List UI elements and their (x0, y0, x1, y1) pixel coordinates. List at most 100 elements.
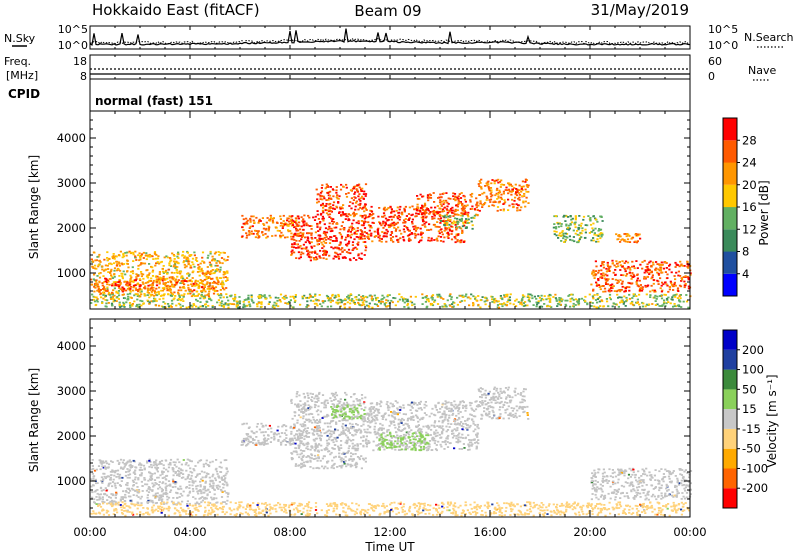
echo-cell-power-0 (115, 290, 118, 293)
echo-cell-power-12 (659, 266, 662, 269)
echo-cell-power-0 (121, 263, 124, 266)
echo-cell-power-0 (111, 291, 114, 294)
echo-cell-power-13 (148, 302, 151, 305)
echo-cell-velocity-0 (160, 495, 164, 498)
echo-cell-power-0 (175, 283, 178, 286)
echo-cell-power-0 (129, 285, 133, 288)
echo-cell-power-7 (449, 207, 453, 210)
echo-cell-power-13 (474, 296, 477, 299)
echo-cell-power-13 (381, 294, 384, 297)
echo-cell-power-5 (328, 194, 332, 197)
echo-cell-velocity-0 (173, 464, 176, 466)
echo-cell-power-0 (212, 292, 216, 295)
echo-cell-power-13 (567, 295, 570, 297)
echo-cell-power-0 (171, 252, 174, 255)
echo-cell-power-4 (316, 222, 319, 225)
echo-cell-velocity-0 (130, 499, 133, 502)
echo-cell-power-13 (364, 295, 367, 298)
echo-cell-power-13 (331, 293, 334, 296)
echo-cell-power-0 (209, 273, 212, 276)
echo-cell-power-12 (602, 290, 605, 293)
echo-cell-power-4 (355, 233, 358, 235)
echo-cell-power-3 (249, 217, 252, 220)
echo-cell-power-5 (341, 213, 344, 216)
echo-cell-power-1 (97, 288, 100, 291)
echo-cell-power-0 (129, 279, 132, 282)
echo-cell-velocity-0 (108, 463, 111, 466)
echo-cell-power-0 (193, 284, 196, 287)
echo-cell-power-4 (308, 225, 311, 227)
echo-cell-power-5 (363, 214, 366, 217)
echo-cell-power-0 (132, 289, 135, 292)
echo-cell-velocity-1 (293, 434, 296, 437)
echo-cell-power-6 (455, 233, 458, 236)
echo-cell-velocity-0 (143, 468, 146, 471)
echo-cell-power-13 (360, 299, 363, 302)
echo-cell-velocity-0 (176, 474, 179, 477)
echo-cell-power-7 (426, 195, 429, 198)
echo-cell-power-13 (315, 299, 318, 302)
echo-cell-power-13 (421, 303, 424, 305)
echo-cell-power-12 (593, 277, 596, 279)
echo-cell-power-9 (452, 220, 456, 223)
echo-cell-power-6 (461, 232, 464, 234)
echo-cell-power-10 (592, 239, 595, 242)
echo-cell-power-0 (179, 282, 182, 284)
echo-cell-power-12 (676, 287, 680, 290)
echo-cell-power-13 (636, 298, 639, 301)
echo-cell-velocity-0 (181, 500, 184, 503)
echo-cell-power-13 (158, 298, 161, 301)
echo-cell-power-8 (523, 193, 526, 195)
echo-cell-power-13 (521, 298, 524, 300)
echo-cell-power-9 (473, 217, 476, 219)
echo-cell-power-13 (269, 296, 272, 299)
echo-cell-power-13 (237, 306, 240, 309)
echo-cell-power-13 (247, 301, 250, 303)
echo-cell-power-13 (488, 305, 491, 308)
echo-cell-power-4 (346, 235, 350, 238)
echo-cell-power-12 (600, 269, 603, 272)
echo-cell-power-8 (525, 196, 528, 199)
echo-cell-power-0 (215, 277, 219, 280)
echo-cell-power-13 (472, 302, 475, 304)
echo-cell-power-4 (319, 221, 322, 223)
echo-cell-power-12 (605, 278, 608, 281)
echo-cell-power-13 (257, 295, 260, 298)
echo-cell-power-8 (481, 192, 484, 195)
echo-cell-power-2 (190, 283, 193, 286)
echo-cell-power-13 (509, 293, 512, 296)
echo-cell-power-12 (668, 286, 672, 288)
echo-cell-power-0 (205, 271, 208, 274)
echo-cell-power-3 (264, 233, 267, 235)
echo-cell-power-7 (428, 193, 431, 196)
echo-cell-power-13 (229, 302, 232, 305)
echo-cell-power-3 (266, 235, 269, 238)
echo-cell-power-0 (218, 270, 221, 273)
echo-cell-power-3 (288, 215, 291, 218)
echo-cell-power-13 (520, 299, 523, 302)
echo-cell-power-12 (674, 266, 677, 268)
echo-cell-power-13 (472, 303, 475, 306)
echo-cell-power-8 (480, 186, 483, 188)
echo-cell-power-6 (463, 224, 466, 227)
echo-cell-power-4 (306, 224, 309, 227)
echo-cell-power-0 (95, 267, 98, 270)
echo-cell-power-8 (507, 188, 511, 191)
echo-cell-power-0 (173, 291, 176, 294)
echo-cell-power-4 (331, 230, 334, 232)
echo-cell-power-0 (204, 284, 207, 286)
echo-cell-power-3 (280, 222, 283, 224)
echo-cell-velocity-0 (148, 465, 151, 468)
echo-cell-power-13 (514, 299, 517, 302)
echo-cell-velocity-0 (152, 485, 155, 488)
echo-cell-power-13 (593, 305, 596, 308)
echo-cell-velocity-0 (152, 501, 155, 504)
echo-cell-power-6 (441, 210, 444, 213)
echo-cell-power-0 (200, 281, 203, 284)
echo-cell-power-7 (463, 210, 466, 212)
echo-cell-power-7 (438, 201, 442, 204)
echo-cell-power-0 (110, 270, 113, 272)
echo-cell-power-12 (614, 273, 617, 276)
echo-cell-power-12 (607, 268, 610, 271)
echo-cell-velocity-0 (197, 461, 200, 464)
